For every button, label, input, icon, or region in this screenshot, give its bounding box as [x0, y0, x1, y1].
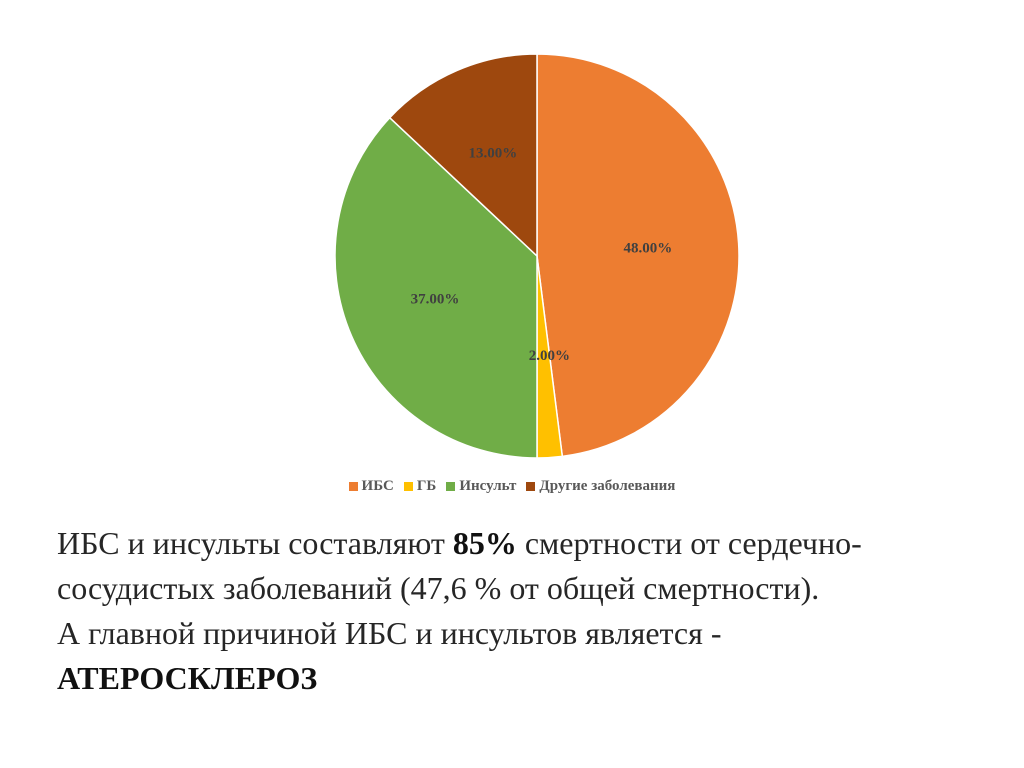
caption-line-1-end: смертности от сердечно-: [516, 525, 862, 561]
pie-slice-stroke: [334, 116, 538, 459]
pie-chart: 48.00% 2.00% 37.00% 13.00%: [334, 53, 740, 459]
caption-line-2: сосудистых заболеваний (47,6 % от общей …: [57, 570, 820, 606]
caption-highlight-percent: 85%: [452, 525, 517, 561]
legend-label-other: Другие заболевания: [539, 478, 676, 494]
caption-conclusion: АТЕРОСКЛЕРОЗ: [57, 660, 318, 696]
legend-swatch-stroke: [446, 482, 456, 491]
legend-item-other: Другие заболевания: [526, 478, 675, 495]
pie-slice-ibs: [536, 53, 740, 458]
data-label-ibs: 48.00%: [624, 240, 673, 256]
caption-line-3: А главной причиной ИБС и инсультов являе…: [57, 615, 722, 651]
pie-slice-other: [388, 53, 538, 258]
data-label-stroke: 37.00%: [411, 292, 460, 308]
legend-label-ibs: ИБС: [361, 478, 394, 494]
data-label-other: 13.00%: [469, 145, 518, 161]
chart-legend: ИБС ГБ Инсульт Другие заболевания: [0, 478, 1024, 495]
legend-label-stroke: Инсульт: [459, 478, 517, 494]
legend-swatch-gb: [403, 482, 413, 491]
legend-item-stroke: Инсульт: [446, 478, 516, 495]
legend-swatch-ibs: [348, 482, 358, 491]
legend-label-gb: ГБ: [416, 478, 437, 494]
caption-line-4: АТЕРОСКЛЕРОЗ: [57, 656, 1007, 701]
data-label-gb: 2.00%: [529, 348, 570, 364]
slide-caption: ИБС и инсульты составляют 85% смертности…: [57, 521, 1007, 701]
caption-line-1: ИБС и инсульты составляют 85% смертности…: [57, 521, 1007, 566]
legend-item-ibs: ИБС: [348, 478, 394, 495]
caption-line-1-start: ИБС и инсульты составляют: [57, 525, 453, 561]
legend-item-gb: ГБ: [403, 478, 437, 495]
legend-swatch-other: [526, 482, 536, 491]
